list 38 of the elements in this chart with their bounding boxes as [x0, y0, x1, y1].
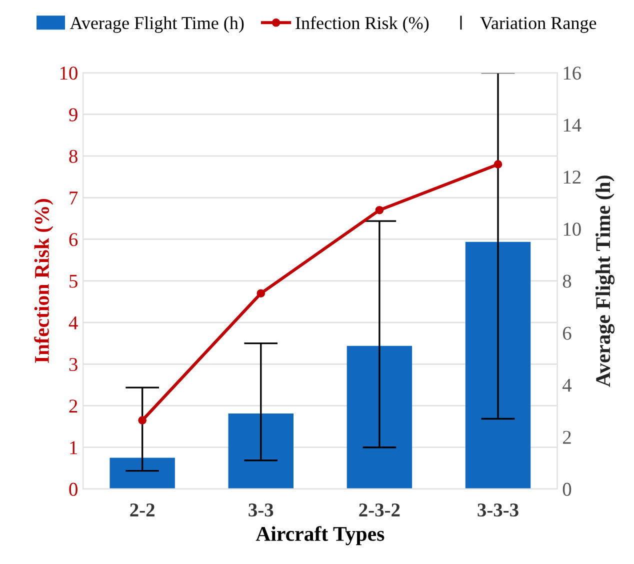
- y-tick-label: 0: [69, 482, 78, 496]
- x-tick-label: 3-3: [248, 503, 274, 517]
- bar: [228, 414, 294, 489]
- point: [494, 160, 502, 168]
- x-tick-label: 2-3-2: [359, 503, 400, 517]
- y2-tick-label: 4: [562, 378, 572, 392]
- y-axis-title: Infection Risk (%): [34, 199, 54, 363]
- y-tick-label: 4: [68, 316, 78, 330]
- text: Variation Range: [480, 17, 596, 33]
- y2-tick-label: 14: [564, 118, 582, 132]
- legend-label: Infection Risk (%): [296, 16, 429, 33]
- y2-tick-label: 0: [562, 482, 572, 496]
- bar: [346, 346, 412, 489]
- y-tick-label: 5: [70, 274, 78, 288]
- y2-tick-label: 16: [564, 66, 582, 80]
- point: [256, 289, 266, 298]
- y-tick-label: 9: [69, 108, 78, 122]
- y-tick-label: 3: [69, 358, 78, 372]
- point: [138, 416, 146, 424]
- y2-axis-title: Average Flight Time (h): [595, 176, 615, 387]
- y-tick-label: 8: [69, 150, 78, 163]
- y-tick-label: 2: [69, 400, 78, 412]
- y2-tick-label: 6: [562, 326, 572, 340]
- x-axis-title: Aircraft Types: [256, 526, 384, 546]
- y-tick-label: 10: [60, 66, 78, 80]
- x-tick-label: 3-3-3: [478, 503, 518, 517]
- y2-tick-label: 2: [563, 430, 571, 444]
- bar: [465, 242, 531, 489]
- x-tick-label: 2-2: [130, 503, 154, 516]
- bar: [110, 458, 175, 489]
- legend-label: Average Flight Time (h): [70, 16, 244, 33]
- y-tick-label: 7: [70, 192, 78, 204]
- y2-tick-label: 8: [562, 274, 572, 288]
- y-tick-label: 1: [70, 441, 78, 454]
- y2-tick-label: 12: [564, 170, 581, 184]
- point: [375, 206, 384, 214]
- y2-tick-label: 10: [564, 222, 581, 236]
- y-tick-label: 6: [69, 233, 78, 246]
